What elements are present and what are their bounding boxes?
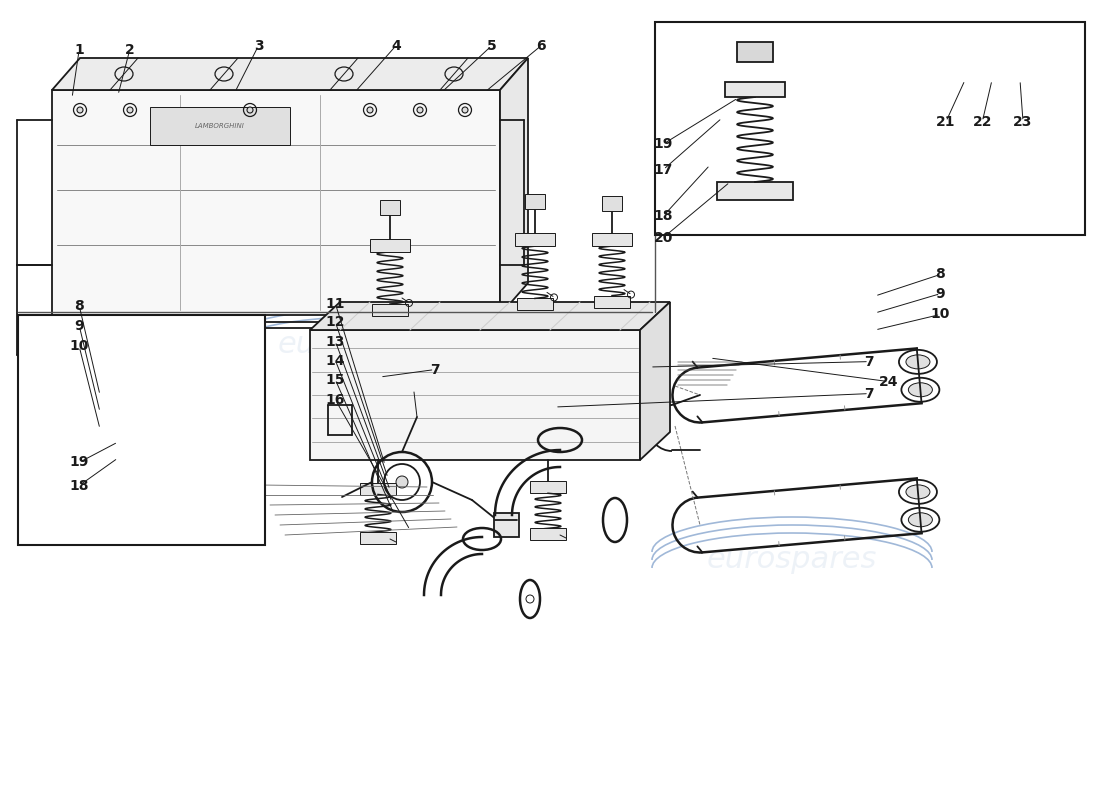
Text: 15: 15 — [326, 373, 345, 387]
Text: eurospares: eurospares — [278, 330, 448, 358]
Text: 10: 10 — [931, 307, 950, 322]
Text: 21: 21 — [936, 114, 956, 129]
Ellipse shape — [95, 410, 106, 418]
Polygon shape — [310, 302, 670, 330]
Polygon shape — [515, 233, 556, 246]
Polygon shape — [710, 187, 810, 197]
Bar — [494, 513, 519, 537]
Polygon shape — [65, 395, 87, 495]
Bar — [525, 194, 544, 210]
Ellipse shape — [906, 485, 930, 499]
Polygon shape — [360, 482, 396, 494]
Text: 18: 18 — [653, 209, 673, 223]
Text: eurospares: eurospares — [707, 546, 877, 574]
Polygon shape — [717, 182, 793, 200]
Polygon shape — [65, 395, 170, 407]
Text: LAMBORGHINI: LAMBORGHINI — [195, 123, 245, 129]
Text: 19: 19 — [653, 137, 673, 151]
Ellipse shape — [396, 476, 408, 488]
Polygon shape — [52, 58, 528, 90]
Text: 9: 9 — [75, 318, 84, 333]
Text: 11: 11 — [326, 297, 345, 311]
Polygon shape — [90, 502, 146, 514]
Bar — [150, 107, 290, 145]
Text: 6: 6 — [537, 38, 546, 53]
Text: 13: 13 — [326, 334, 345, 349]
Polygon shape — [592, 233, 632, 246]
Ellipse shape — [987, 75, 998, 85]
Ellipse shape — [1014, 75, 1025, 85]
Text: 5: 5 — [487, 38, 496, 53]
Polygon shape — [372, 304, 408, 316]
Text: 2: 2 — [125, 42, 134, 57]
Ellipse shape — [126, 107, 133, 113]
Ellipse shape — [909, 382, 933, 397]
Text: 23: 23 — [1013, 114, 1033, 129]
Text: 16: 16 — [326, 393, 345, 407]
Polygon shape — [530, 482, 566, 494]
Text: 1: 1 — [75, 42, 84, 57]
Ellipse shape — [367, 107, 373, 113]
Polygon shape — [530, 528, 566, 540]
Text: 4: 4 — [392, 38, 400, 53]
Ellipse shape — [959, 75, 970, 85]
Polygon shape — [737, 42, 773, 62]
Ellipse shape — [462, 107, 468, 113]
Polygon shape — [640, 302, 670, 460]
Polygon shape — [500, 58, 528, 315]
Text: 7: 7 — [865, 386, 873, 401]
Ellipse shape — [909, 513, 933, 526]
Text: 7: 7 — [430, 362, 439, 377]
Polygon shape — [52, 90, 500, 315]
Bar — [654, 22, 1085, 235]
Text: 12: 12 — [326, 315, 345, 330]
Text: 14: 14 — [326, 354, 345, 368]
Ellipse shape — [906, 355, 930, 369]
Bar — [18, 315, 265, 545]
Ellipse shape — [248, 107, 253, 113]
Text: 20: 20 — [653, 230, 673, 245]
Ellipse shape — [95, 427, 106, 435]
Text: 24: 24 — [879, 374, 899, 389]
Ellipse shape — [77, 107, 82, 113]
Ellipse shape — [95, 393, 106, 401]
Text: 8: 8 — [936, 267, 945, 282]
Polygon shape — [310, 330, 640, 460]
Text: 19: 19 — [69, 455, 89, 470]
Text: 7: 7 — [865, 354, 873, 369]
Text: 8: 8 — [75, 298, 84, 313]
Text: 9: 9 — [936, 286, 945, 301]
Bar — [602, 196, 621, 210]
Polygon shape — [725, 82, 785, 97]
Ellipse shape — [417, 107, 424, 113]
Text: 17: 17 — [653, 162, 673, 177]
Text: 10: 10 — [69, 339, 89, 354]
Text: 22: 22 — [972, 114, 992, 129]
Bar — [379, 200, 400, 215]
Polygon shape — [517, 298, 553, 310]
Polygon shape — [360, 532, 396, 544]
Text: 18: 18 — [69, 478, 89, 493]
Polygon shape — [370, 238, 410, 252]
Text: 3: 3 — [254, 38, 263, 53]
Polygon shape — [594, 295, 630, 307]
